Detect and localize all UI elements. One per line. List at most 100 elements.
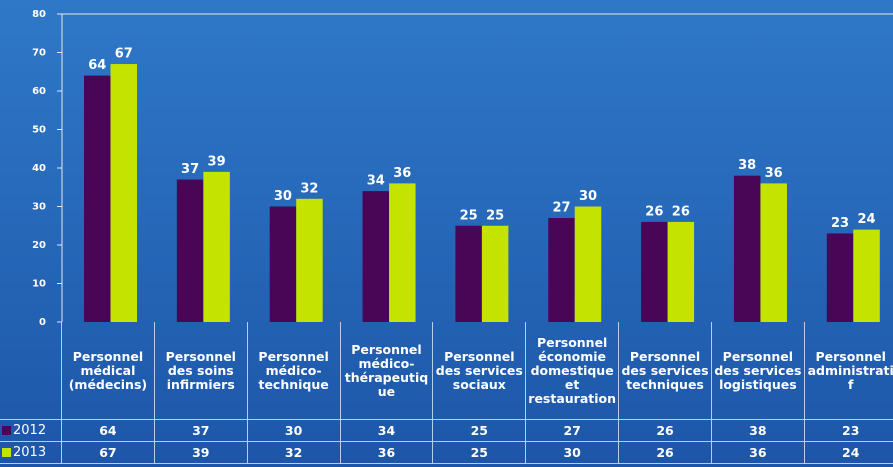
cell-text: Personnel des soins infirmiers (165, 348, 236, 392)
cell-text: Personnel des services sociaux (435, 348, 523, 392)
bar (203, 171, 230, 322)
cell-text: 34 (377, 422, 396, 438)
legend-entry: 2012 (0, 420, 62, 442)
category-label: Personnel médico-thérapeutique (340, 322, 434, 420)
table-value: 36 (340, 442, 434, 464)
value-label: 25 (460, 208, 478, 223)
cell-text: 37 (192, 422, 210, 438)
y-tick-label: 70 (32, 48, 46, 59)
value-label: 36 (393, 166, 411, 181)
category-label: Personnel administratif (804, 322, 893, 420)
y-tick-label: 80 (32, 9, 46, 20)
cell-text: Personnel médico-thérapeutique (344, 341, 429, 399)
bar (853, 229, 880, 322)
value-label: 37 (181, 162, 199, 177)
table-value: 25 (433, 442, 527, 464)
table-value: 26 (619, 442, 712, 464)
y-tick-label: 40 (32, 163, 46, 174)
bar (176, 179, 204, 322)
bar (641, 221, 668, 322)
value-label: 27 (552, 201, 570, 216)
value-label: 26 (672, 204, 690, 219)
bar (760, 183, 787, 322)
cell-text: 38 (749, 422, 767, 438)
cell-text: Personnel des services logistiques (714, 348, 802, 392)
y-tick-label: 30 (32, 202, 46, 213)
value-label: 39 (208, 154, 226, 169)
table-value: 64 (62, 420, 155, 442)
legend-swatch (2, 448, 11, 457)
cell-text: 26 (656, 444, 674, 460)
cell-text: 27 (563, 422, 581, 438)
cell-text: 26 (656, 422, 674, 438)
y-tick-label: 50 (32, 125, 46, 136)
value-label: 25 (486, 208, 504, 223)
value-label: 23 (831, 216, 849, 231)
cell-text: 67 (99, 444, 117, 460)
category-label: Personnel médico-technique (247, 322, 341, 420)
category-label: Personnel des soins infirmiers (154, 322, 248, 420)
cell-text: 64 (99, 422, 117, 438)
y-tick-label: 20 (32, 240, 46, 251)
cell-text: Personnel administratif (807, 348, 893, 392)
y-tick-label: 60 (32, 86, 46, 97)
cell-text: 2012 (13, 422, 47, 438)
cell-text: Personnel économie domestique et restaur… (528, 334, 617, 406)
value-label: 30 (579, 189, 597, 204)
bar (84, 75, 111, 322)
y-tick-label: 0 (39, 317, 46, 328)
table-value: 30 (247, 420, 341, 442)
value-label: 67 (115, 47, 133, 62)
bar (826, 233, 854, 322)
cell-text: 36 (377, 444, 396, 460)
cell-text: 39 (192, 444, 210, 460)
bar (110, 64, 137, 323)
table-value: 37 (154, 420, 248, 442)
bar (574, 206, 602, 322)
table-value: 39 (154, 442, 248, 464)
table-value: 67 (62, 442, 155, 464)
table-value: 23 (804, 420, 893, 442)
bar (481, 225, 509, 322)
bar (667, 221, 695, 322)
y-tick-label: 10 (32, 279, 46, 290)
table-value: 30 (526, 442, 620, 464)
category-label: Personnel médical (médecins) (62, 322, 155, 420)
table-value: 34 (340, 420, 434, 442)
cell-text: 30 (284, 422, 303, 438)
value-label: 24 (857, 212, 875, 227)
value-label: 36 (765, 166, 783, 181)
table-value: 24 (804, 442, 893, 464)
cell-text: 25 (470, 444, 489, 460)
cell-text: 24 (842, 444, 860, 460)
value-label: 38 (738, 158, 756, 173)
cell-text: 32 (284, 444, 303, 460)
table-value: 38 (711, 420, 805, 442)
value-label: 64 (88, 58, 106, 73)
value-label: 32 (300, 181, 318, 196)
bar (269, 206, 297, 322)
bar (455, 225, 482, 322)
category-label: Personnel des services sociaux (433, 322, 527, 420)
bar (389, 183, 416, 322)
bar (296, 198, 323, 322)
category-label: Personnel économie domestique et restaur… (526, 322, 620, 420)
table-value: 25 (433, 420, 527, 442)
cell-text: 25 (470, 422, 489, 438)
legend-entry: 2013 (0, 442, 62, 464)
value-label: 34 (367, 174, 385, 189)
value-label: 26 (645, 204, 663, 219)
table-value: 27 (526, 420, 620, 442)
table-value: 26 (619, 420, 712, 442)
bar (548, 218, 575, 322)
cell-text: 30 (563, 444, 581, 460)
legend-swatch (2, 426, 11, 435)
bar (362, 191, 390, 322)
category-label: Personnel des services techniques (619, 322, 712, 420)
table-value: 36 (711, 442, 805, 464)
cell-text: 36 (749, 444, 767, 460)
table-corner (0, 322, 62, 420)
cell-text: Personnel des services techniques (621, 348, 709, 392)
table-value: 32 (247, 442, 341, 464)
